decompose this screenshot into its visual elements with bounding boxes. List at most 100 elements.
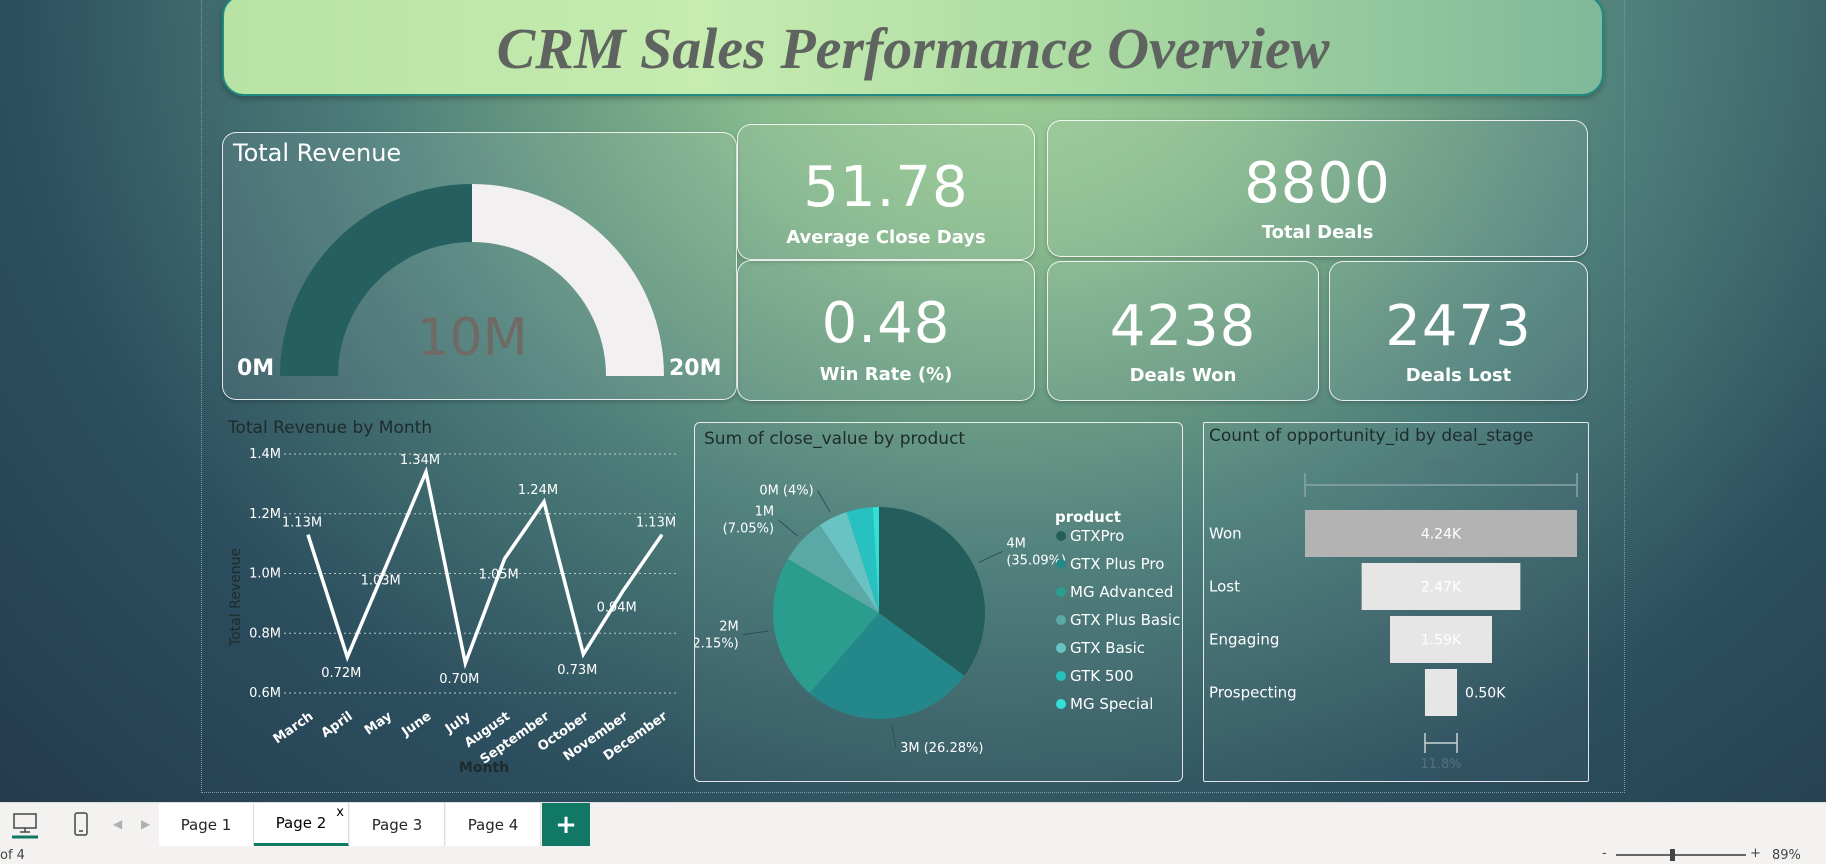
close-tab-icon[interactable]: x bbox=[336, 805, 344, 820]
funnel-category-label: Prospecting bbox=[1209, 684, 1297, 702]
leader-line bbox=[742, 630, 769, 636]
funnel-data-label: 0.50K bbox=[1465, 686, 1506, 702]
add-page-button[interactable]: + bbox=[542, 803, 590, 847]
legend-item: GTK 500 bbox=[1070, 667, 1134, 685]
win-rate-value: 0.48 bbox=[821, 291, 951, 356]
page-count: of 4 bbox=[0, 848, 25, 863]
gauge-title: Total Revenue bbox=[233, 139, 402, 167]
data-label: 0.70M bbox=[439, 672, 479, 687]
deals-lost-label: Deals Lost bbox=[1405, 365, 1512, 386]
funnel-bar bbox=[1361, 563, 1521, 610]
pie-slice bbox=[879, 507, 985, 676]
funnel-data-label: 1.59K bbox=[1421, 633, 1462, 649]
legend-item: GTX Plus Pro bbox=[1070, 555, 1164, 573]
pie-slice bbox=[846, 507, 879, 613]
pie-chart-title: Sum of close_value by product bbox=[704, 429, 966, 449]
win-rate-card[interactable]: 0.48 Win Rate (%) bbox=[737, 260, 1035, 401]
data-label: 0.73M bbox=[557, 663, 597, 678]
zoom-out-button[interactable]: - bbox=[1602, 846, 1607, 861]
gauge-min-label: 0M bbox=[237, 356, 274, 381]
avg-close-days-card[interactable]: 51.78 Average Close Days bbox=[737, 124, 1035, 260]
pie-slice bbox=[787, 525, 879, 613]
pie-slice bbox=[819, 512, 879, 613]
leader-line bbox=[817, 490, 831, 513]
avg-close-days-value: 51.78 bbox=[803, 155, 969, 220]
revenue-by-month-visual[interactable]: Total Revenue by Month 1.4M 1.2M 1.0M 0.8M 0… bbox=[222, 412, 684, 782]
funnel-chart-title: Count of opportunity_id by deal_stage bbox=[1209, 426, 1534, 446]
funnel-bar bbox=[1390, 616, 1492, 663]
tab-page-4[interactable]: Page 4 bbox=[446, 803, 541, 847]
legend-marker bbox=[1056, 671, 1066, 681]
zoom-slider-thumb[interactable] bbox=[1670, 849, 1675, 861]
x-axis-title: Month bbox=[459, 760, 509, 776]
legend-marker bbox=[1056, 615, 1066, 625]
leader-line bbox=[777, 519, 798, 537]
deal-stage-funnel-visual[interactable]: Count of opportunity_id by deal_stage 10… bbox=[1203, 422, 1589, 782]
line-chart: 1.4M1.2M1.0M0.8M0.6M March April May June Ju… bbox=[228, 447, 677, 776]
close-value-by-product-visual[interactable]: Sum of close_value by product 4M (35.09%)… bbox=[694, 422, 1183, 782]
report-canvas bbox=[201, 0, 1625, 793]
zoom-in-button[interactable]: + bbox=[1750, 846, 1761, 861]
data-label: 1.24M bbox=[518, 483, 558, 498]
report-title: CRM Sales Performance Overview bbox=[496, 15, 1330, 81]
data-label: 0.94M bbox=[597, 600, 637, 615]
pie-data-label: 4M bbox=[1006, 537, 1026, 552]
legend-marker bbox=[1056, 531, 1066, 541]
legend-item: GTX Basic bbox=[1070, 639, 1145, 657]
funnel-chart: 100% Won 4.24K Lost 2.47K Engaging 1.59K Prosp… bbox=[1209, 458, 1578, 772]
pie-chart: 4M (35.09%) 3M (26.28%) 2M (22.15%) 1M (7.05%)… bbox=[695, 484, 1180, 757]
x-tick-label: May bbox=[362, 709, 395, 739]
zoom-level[interactable]: 89% bbox=[1772, 848, 1801, 863]
tab-page-1[interactable]: Page 1 bbox=[159, 803, 254, 847]
legend-item: GTX Plus Basic bbox=[1070, 611, 1180, 629]
deals-won-card[interactable]: 4238 Deals Won bbox=[1047, 261, 1319, 401]
pie-slice bbox=[773, 558, 879, 694]
gauge-value-label: 10M bbox=[416, 308, 527, 368]
pie-slice bbox=[809, 613, 965, 719]
pie-data-label: 2M bbox=[719, 620, 739, 635]
legend-marker bbox=[1056, 699, 1066, 709]
zoom-slider[interactable] bbox=[1616, 849, 1746, 861]
total-revenue-gauge-card[interactable]: Total Revenue 10M 0M 20M bbox=[222, 132, 737, 400]
total-deals-value: 8800 bbox=[1244, 151, 1391, 216]
deals-lost-card[interactable]: 2473 Deals Lost bbox=[1329, 261, 1588, 401]
tab-page-3[interactable]: Page 3 bbox=[350, 803, 445, 847]
gauge-chart: 10M 0M 20M bbox=[237, 184, 722, 381]
prev-page-icon[interactable]: ◀ bbox=[113, 817, 123, 831]
data-label: 0.72M bbox=[321, 666, 361, 681]
title-banner: CRM Sales Performance Overview bbox=[222, 0, 1604, 96]
total-deals-label: Total Deals bbox=[1261, 222, 1374, 243]
funnel-bar bbox=[1305, 510, 1577, 557]
legend-item: GTXPro bbox=[1070, 527, 1124, 545]
legend-item: MG Special bbox=[1070, 695, 1153, 713]
deals-won-value: 4238 bbox=[1109, 294, 1257, 359]
legend-marker bbox=[1056, 643, 1066, 653]
funnel-data-label: 4.24K bbox=[1421, 527, 1462, 543]
page-tab-bar: ◀ ▶ Page 1 Page 2 x Page 3 Page 4 + bbox=[0, 802, 1826, 847]
deals-lost-value: 2473 bbox=[1385, 294, 1532, 359]
pie-data-label: 0M (4%) bbox=[759, 484, 813, 499]
funnel-bar bbox=[1424, 669, 1458, 716]
x-tick-label: June bbox=[399, 709, 435, 740]
desktop-view-icon[interactable] bbox=[12, 811, 38, 839]
total-deals-card[interactable]: 8800 Total Deals bbox=[1047, 120, 1588, 257]
mobile-view-icon[interactable] bbox=[73, 811, 89, 839]
data-label: 1.34M bbox=[400, 453, 440, 468]
pie-slice bbox=[872, 507, 879, 613]
gauge-max-label: 20M bbox=[669, 356, 722, 381]
pie-data-label: 1M bbox=[755, 505, 775, 520]
y-tick-label: 1.0M bbox=[249, 567, 281, 582]
y-tick-label: 0.8M bbox=[249, 626, 281, 641]
y-axis-title: Total Revenue bbox=[228, 548, 244, 647]
funnel-top-percent: 100% bbox=[1422, 458, 1459, 473]
next-page-icon[interactable]: ▶ bbox=[141, 817, 151, 831]
pie-data-label-percent: (22.15%) bbox=[695, 637, 739, 652]
y-tick-label: 1.2M bbox=[249, 507, 281, 522]
pie-data-label-percent: (7.05%) bbox=[723, 522, 774, 537]
funnel-category-label: Won bbox=[1209, 525, 1242, 543]
avg-close-days-label: Average Close Days bbox=[786, 227, 986, 248]
tab-page-2[interactable]: Page 2 x bbox=[254, 803, 349, 847]
status-bar: of 4 - + 89% bbox=[0, 846, 1826, 864]
leader-line bbox=[890, 724, 897, 749]
x-tick-label: March bbox=[271, 709, 317, 747]
